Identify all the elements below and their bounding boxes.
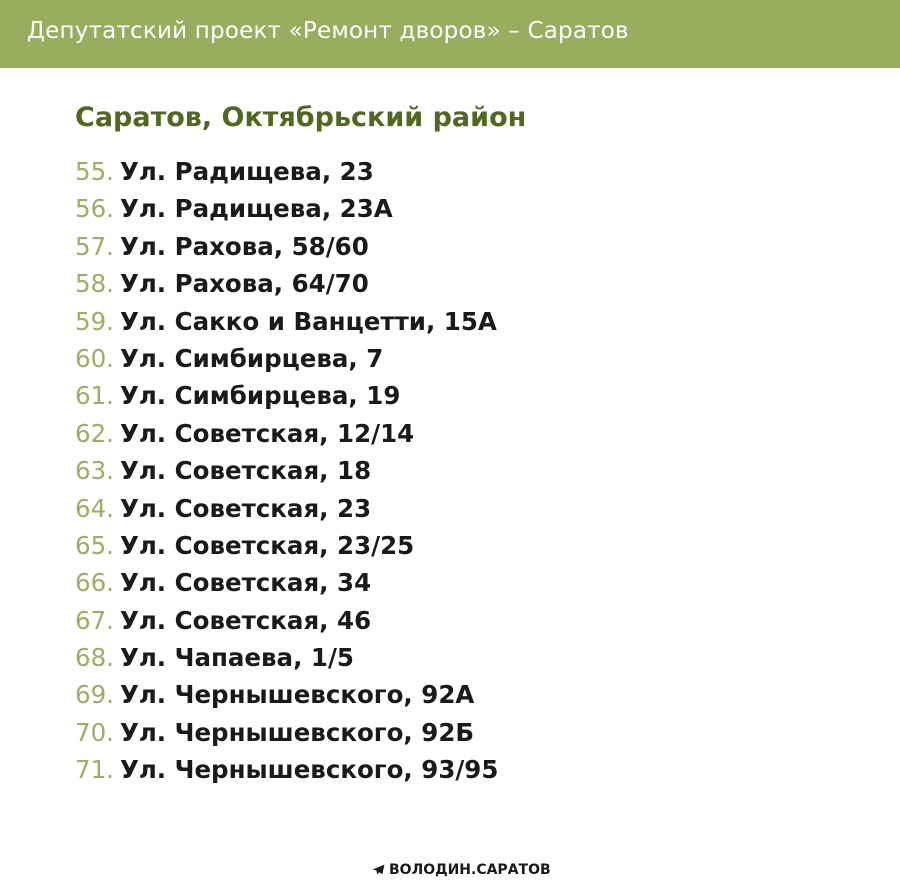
list-item: 65. Ул. Советская, 23/25 <box>75 527 498 564</box>
header-bar: Депутатский проект «Ремонт дворов» – Сар… <box>0 0 900 68</box>
list-item: 64. Ул. Советская, 23 <box>75 490 498 527</box>
list-item: 70. Ул. Чернышевского, 92Б <box>75 714 498 751</box>
list-item: 61. Ул. Симбирцева, 19 <box>75 377 498 414</box>
item-number: 57. <box>75 231 114 261</box>
item-address: Ул. Рахова, 58/60 <box>119 231 369 261</box>
item-address: Ул. Чернышевского, 93/95 <box>119 755 499 785</box>
header-title: Депутатский проект «Ремонт дворов» – Сар… <box>27 18 629 44</box>
list-item: 71. Ул. Чернышевского, 93/95 <box>75 751 498 788</box>
item-address: Ул. Рахова, 64/70 <box>119 269 369 299</box>
footer-brand: ВОЛОДИН.САРАТОВ <box>372 862 551 878</box>
address-list: 55. Ул. Радищева, 23 56. Ул. Радищева, 23А 5… <box>75 153 498 789</box>
item-address: Ул. Сакко и Ванцетти, 15А <box>119 306 497 336</box>
item-number: 69. <box>75 680 114 710</box>
item-address: Ул. Советская, 46 <box>119 605 372 635</box>
item-number: 56. <box>75 194 114 224</box>
item-number: 58. <box>75 269 114 299</box>
item-address: Ул. Советская, 12/14 <box>119 418 415 448</box>
list-item: 67. Ул. Советская, 46 <box>75 602 498 639</box>
section-title: Саратов, Октябрьский район <box>75 102 527 133</box>
item-number: 61. <box>75 381 114 411</box>
list-item: 62. Ул. Советская, 12/14 <box>75 415 498 452</box>
list-item: 69. Ул. Чернышевского, 92А <box>75 676 498 713</box>
item-number: 67. <box>75 605 114 635</box>
item-address: Ул. Советская, 34 <box>119 568 372 598</box>
item-address: Ул. Симбирцева, 19 <box>119 381 401 411</box>
list-item: 66. Ул. Советская, 34 <box>75 564 498 601</box>
item-address: Ул. Советская, 23/25 <box>119 530 415 560</box>
item-number: 66. <box>75 568 114 598</box>
item-number: 71. <box>75 755 114 785</box>
item-address: Ул. Симбирцева, 7 <box>119 343 384 373</box>
item-address: Ул. Радищева, 23А <box>119 194 393 224</box>
item-number: 65. <box>75 530 114 560</box>
item-address: Ул. Советская, 18 <box>119 456 372 486</box>
item-address: Ул. Радищева, 23 <box>119 157 374 186</box>
item-number: 55. <box>75 157 114 186</box>
item-number: 68. <box>75 643 114 673</box>
item-address: Ул. Советская, 23 <box>119 493 372 523</box>
footer-text: ВОЛОДИН.САРАТОВ <box>389 862 551 878</box>
item-number: 62. <box>75 418 114 448</box>
item-number: 59. <box>75 306 114 336</box>
item-number: 60. <box>75 343 114 373</box>
item-address: Ул. Чапаева, 1/5 <box>119 643 354 673</box>
telegram-icon <box>372 864 385 875</box>
item-number: 64. <box>75 493 114 523</box>
list-item: 57. Ул. Рахова, 58/60 <box>75 228 498 265</box>
item-number: 63. <box>75 456 114 486</box>
list-item: 55. Ул. Радищева, 23 <box>75 153 498 190</box>
list-item: 56. Ул. Радищева, 23А <box>75 190 498 227</box>
list-item: 59. Ул. Сакко и Ванцетти, 15А <box>75 303 498 340</box>
item-address: Ул. Чернышевского, 92А <box>119 680 475 710</box>
item-number: 70. <box>75 717 114 747</box>
item-address: Ул. Чернышевского, 92Б <box>119 717 475 747</box>
list-item: 68. Ул. Чапаева, 1/5 <box>75 639 498 676</box>
list-item: 58. Ул. Рахова, 64/70 <box>75 265 498 302</box>
list-item: 63. Ул. Советская, 18 <box>75 452 498 489</box>
list-item: 60. Ул. Симбирцева, 7 <box>75 340 498 377</box>
